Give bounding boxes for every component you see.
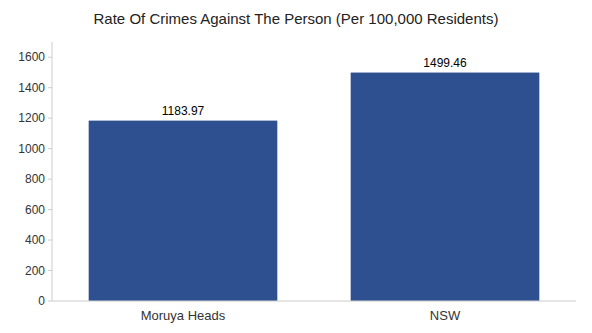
y-tick-label: 1400 <box>18 81 45 95</box>
y-tick-label: 600 <box>25 203 45 217</box>
y-tick-label: 200 <box>25 264 45 278</box>
y-tick <box>48 270 52 271</box>
x-axis-line <box>52 301 576 302</box>
bar <box>351 73 540 301</box>
y-tick <box>48 209 52 210</box>
data-label: 1499.46 <box>423 56 467 70</box>
bars <box>89 73 540 301</box>
bar <box>89 121 278 301</box>
y-tick <box>48 301 52 302</box>
x-tick-label: Moruya Heads <box>141 308 226 323</box>
y-tick-label: 400 <box>25 233 45 247</box>
y-tick-label: 1600 <box>18 50 45 64</box>
data-label: 1183.97 <box>162 104 205 118</box>
y-tick-label: 1000 <box>18 142 45 156</box>
y-tick <box>48 118 52 119</box>
chart: Rate Of Crimes Against The Person (Per 1… <box>0 0 592 333</box>
y-axis-line <box>52 42 53 301</box>
chart-container: Rate Of Crimes Against The Person (Per 1… <box>0 0 592 333</box>
y-tick-label: 0 <box>38 294 45 308</box>
y-tick <box>48 57 52 58</box>
y-tick <box>48 179 52 180</box>
title: Rate Of Crimes Against The Person (Per 1… <box>94 10 499 27</box>
y-tick <box>48 148 52 149</box>
y-tick-label: 800 <box>25 172 45 186</box>
y-tick <box>48 240 52 241</box>
y-tick <box>48 87 52 88</box>
y-tick-label: 1200 <box>18 111 45 125</box>
x-tick-label: NSW <box>430 308 461 323</box>
